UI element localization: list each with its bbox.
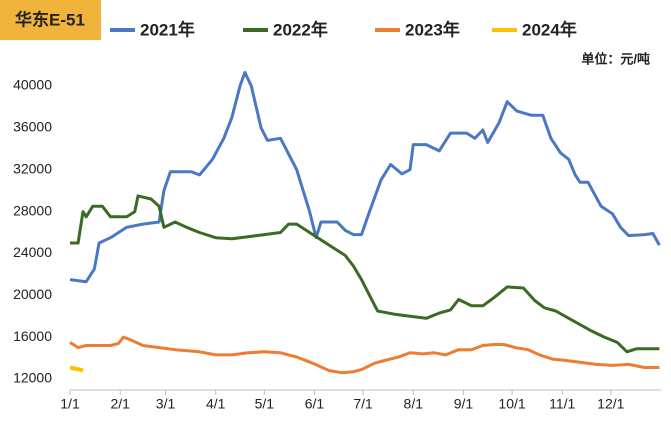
legend-label: 2021年 — [140, 19, 195, 39]
data-line — [69, 70, 661, 284]
title-box — [0, 0, 101, 40]
legend-label: 2023年 — [405, 19, 460, 39]
legend-label: 2024年 — [522, 19, 577, 39]
x-tick-label: 11/1 — [549, 396, 575, 412]
y-tick-label: 36000 — [13, 119, 52, 135]
data-line — [69, 365, 84, 373]
x-tick-label: 8/1 — [404, 396, 424, 412]
data-line — [69, 335, 660, 375]
x-tick-label: 5/1 — [255, 396, 275, 412]
data-line — [70, 194, 660, 354]
x-tick-label: 4/1 — [206, 396, 226, 412]
x-tick-label: 12/1 — [597, 396, 624, 412]
chart-title: 华东E-51 — [15, 9, 85, 29]
y-tick-label: 16000 — [13, 328, 52, 344]
x-tick-label: 7/1 — [353, 396, 373, 412]
y-tick-label: 32000 — [13, 160, 52, 176]
x-tick-label: 6/1 — [305, 396, 325, 412]
x-tick-label: 9/1 — [454, 396, 474, 412]
y-tick-label: 12000 — [13, 370, 52, 386]
x-tick-label: 10/1 — [498, 396, 525, 412]
x-tick-label: 1/1 — [60, 396, 80, 412]
y-tick-label: 20000 — [13, 286, 52, 302]
y-tick-label: 28000 — [13, 202, 52, 218]
y-tick-label: 24000 — [13, 244, 52, 260]
legend-label: 2022年 — [273, 19, 328, 39]
unit-label: 单位：元/吨 — [581, 51, 650, 66]
x-tick-label: 3/1 — [156, 396, 176, 412]
x-tick-label: 2/1 — [110, 396, 130, 412]
y-tick-label: 40000 — [13, 77, 52, 93]
